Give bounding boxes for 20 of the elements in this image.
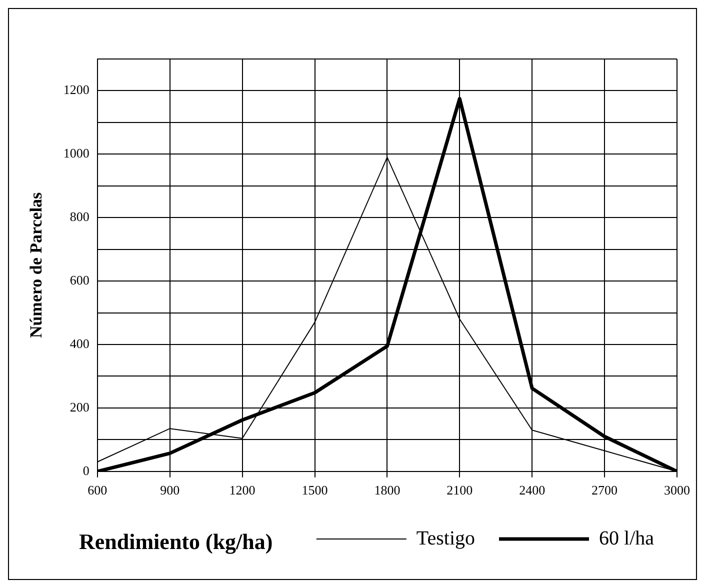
y-tick-label: 1200	[63, 82, 90, 98]
x-tick-label: 1500	[302, 482, 328, 498]
x-tick-label: 2700	[592, 482, 618, 498]
y-axis-title: Número de Parcelas	[26, 192, 46, 338]
x-tick-label: 1200	[229, 482, 256, 498]
x-tick-label: 2400	[519, 482, 546, 498]
y-tick-label: 1000	[63, 146, 90, 161]
y-tick-label: 400	[70, 336, 90, 351]
y-tick-label: 200	[70, 399, 90, 414]
x-axis-title: Rendimiento (kg/ha)	[79, 529, 273, 555]
y-tick-label: 0	[82, 462, 90, 478]
legend-label: Testigo	[416, 527, 476, 550]
x-tick-label: 1800	[374, 482, 400, 498]
x-tick-label: 2100	[446, 482, 473, 498]
y-tick-label: 600	[70, 272, 90, 288]
x-tick-label: 3000	[664, 482, 690, 498]
x-tick-label: 600	[88, 482, 108, 498]
x-tick-label: 900	[160, 482, 180, 498]
legend-label: 60 l/ha	[599, 527, 654, 550]
y-tick-label: 800	[70, 209, 90, 224]
